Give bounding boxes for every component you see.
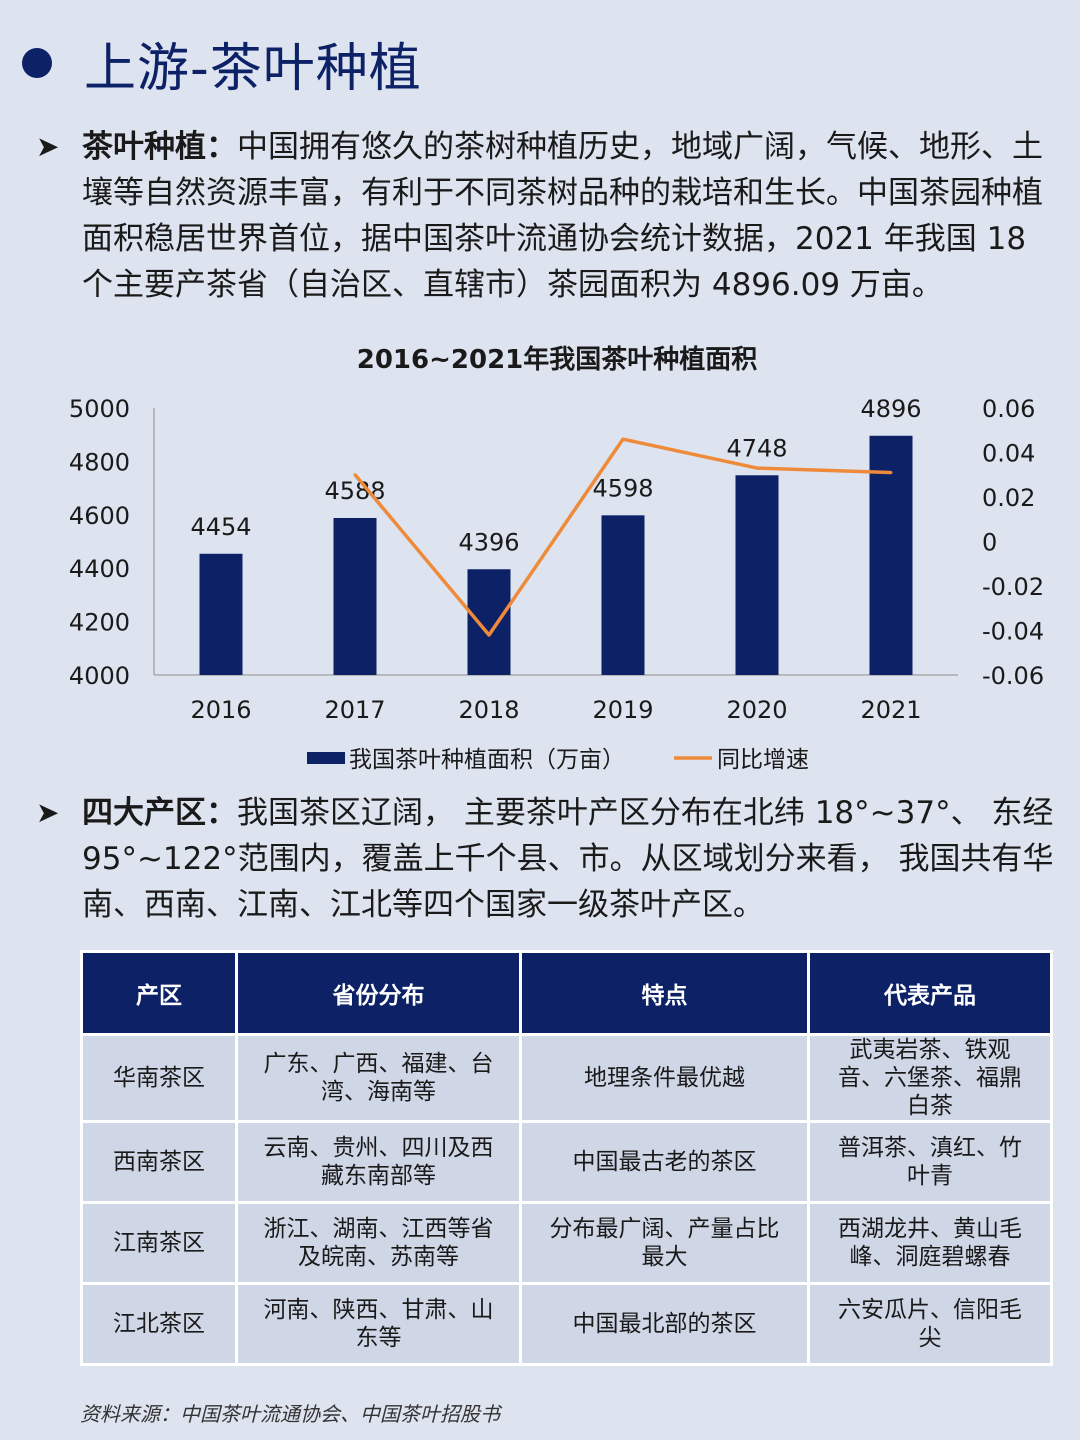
section-regions-lead: 四大产区： [82,795,237,831]
y-tick-label: 4000 [69,662,130,690]
arrow-bullet-icon: ➤ [36,796,60,829]
left-axis: 5000 4800 4600 4400 4200 4000 [69,395,130,690]
table-cell: 河南、陕西、甘肃、山东等 [235,1282,522,1366]
tea-regions-table: 产区 省份分布 特点 代表产品 华南茶区 广东、广西、福建、台湾、海南等 地理条… [80,950,1053,1366]
section-planting-body: 茶叶种植：中国拥有悠久的茶树种植历史，地域广阔，气候、地形、土壤等自然资源丰富，… [82,124,1066,308]
table-cell: 浙江、湖南、江西等省及皖南、苏南等 [235,1201,522,1285]
x-axis: 2016 2017 2018 2019 2020 2021 [190,696,921,724]
x-tick-label: 2016 [190,696,251,724]
bar-series [199,435,913,675]
y2-tick-label: 0.06 [982,395,1035,423]
y-tick-label: 4400 [69,555,130,583]
x-tick-label: 2018 [458,696,519,724]
bar-value-label: 4598 [592,474,653,502]
section-regions-text: 我国茶区辽阔， 主要茶叶产区分布在北纬 18°~37°、 东经 95°~122°… [82,795,1054,923]
right-axis: 0.06 0.04 0.02 0 -0.02 -0.04 -0.06 [982,395,1044,690]
table-cell: 分布最广阔、产量占比最大 [519,1201,810,1285]
table-row: 西南茶区 云南、贵州、四川及西藏东南部等 中国最古老的茶区 普洱茶、滇红、竹叶青 [80,1120,1053,1204]
bar [869,435,913,675]
column-header: 省份分布 [235,950,522,1036]
growth-point [487,633,491,637]
growth-point [755,466,759,470]
column-header: 代表产品 [807,950,1053,1036]
y-tick-label: 4800 [69,448,130,476]
table-cell: 西南茶区 [80,1120,238,1204]
section-regions-body: 四大产区：我国茶区辽阔， 主要茶叶产区分布在北纬 18°~37°、 东经 95°… [82,790,1066,928]
y2-tick-label: 0.02 [982,484,1035,512]
planting-area-chart: 2016~2021年我国茶叶种植面积 5000 4800 4600 4400 4200 4… [69,344,1044,773]
table-cell: 普洱茶、滇红、竹叶青 [807,1120,1053,1204]
section-planting-text: 中国拥有悠久的茶树种植历史，地域广阔，气候、地形、土壤等自然资源丰富，有利于不同… [82,129,1043,303]
bar-value-label: 4396 [458,528,519,556]
table-cell: 江南茶区 [80,1201,238,1285]
section-planting-lead: 茶叶种植： [82,129,237,165]
bullet-dot-icon [22,48,52,78]
table-cell: 广东、广西、福建、台湾、海南等 [235,1033,522,1123]
table-cell: 西湖龙井、黄山毛峰、洞庭碧螺春 [807,1201,1053,1285]
bar [735,475,779,675]
y2-tick-label: -0.04 [982,618,1044,646]
page-title-row: 上游-茶叶种植 [22,28,422,99]
y2-tick-label: -0.02 [982,573,1044,601]
bar-value-label: 4454 [190,513,251,541]
legend-bar-swatch [307,752,345,764]
table-row: 江南茶区 浙江、湖南、江西等省及皖南、苏南等 分布最广阔、产量占比最大 西湖龙井… [80,1201,1053,1285]
table-cell: 江北茶区 [80,1282,238,1366]
growth-point [621,437,625,441]
table-cell: 华南茶区 [80,1033,238,1123]
section-regions: ➤ 四大产区：我国茶区辽阔， 主要茶叶产区分布在北纬 18°~37°、 东经 9… [36,790,1066,928]
x-tick-label: 2019 [592,696,653,724]
table-cell: 中国最北部的茶区 [519,1282,810,1366]
table-row: 华南茶区 广东、广西、福建、台湾、海南等 地理条件最优越 武夷岩茶、铁观音、六堡… [80,1033,1053,1123]
chart-title: 2016~2021年我国茶叶种植面积 [357,344,758,375]
legend-line-label: 同比增速 [717,747,809,773]
table-cell: 云南、贵州、四川及西藏东南部等 [235,1120,522,1204]
arrow-bullet-icon: ➤ [36,130,60,163]
y-tick-label: 5000 [69,395,130,423]
table-cell: 中国最古老的茶区 [519,1120,810,1204]
table-row: 江北茶区 河南、陕西、甘肃、山东等 中国最北部的茶区 六安瓜片、信阳毛尖 [80,1282,1053,1366]
bar-value-label: 4748 [726,434,787,462]
bar [333,518,377,675]
y2-tick-label: 0 [982,529,997,557]
section-planting: ➤ 茶叶种植：中国拥有悠久的茶树种植历史，地域广阔，气候、地形、土壤等自然资源丰… [36,124,1066,308]
x-tick-label: 2017 [324,696,385,724]
source-note: 资料来源：中国茶叶流通协会、中国茶叶招股书 [80,1402,500,1426]
y2-tick-label: 0.04 [982,440,1035,468]
growth-line-series [353,437,893,637]
table-cell: 武夷岩茶、铁观音、六堡茶、福鼎白茶 [807,1033,1053,1123]
column-header: 产区 [80,950,238,1036]
y-tick-label: 4200 [69,609,130,637]
x-tick-label: 2021 [860,696,921,724]
bar [467,569,511,675]
table-cell: 地理条件最优越 [519,1033,810,1123]
table-header-row: 产区 省份分布 特点 代表产品 [80,950,1053,1036]
bar [199,553,243,675]
bar-value-label: 4896 [860,395,921,423]
legend-bar-label: 我国茶叶种植面积（万亩） [349,747,625,773]
y2-tick-label: -0.06 [982,662,1044,690]
y-tick-label: 4600 [69,502,130,530]
growth-point [353,473,357,477]
page-title: 上游-茶叶种植 [84,38,422,99]
table-cell: 六安瓜片、信阳毛尖 [807,1282,1053,1366]
x-tick-label: 2020 [726,696,787,724]
bar [601,515,645,675]
chart-legend: 我国茶叶种植面积（万亩） 同比增速 [307,747,809,773]
column-header: 特点 [519,950,810,1036]
growth-point [889,471,893,475]
